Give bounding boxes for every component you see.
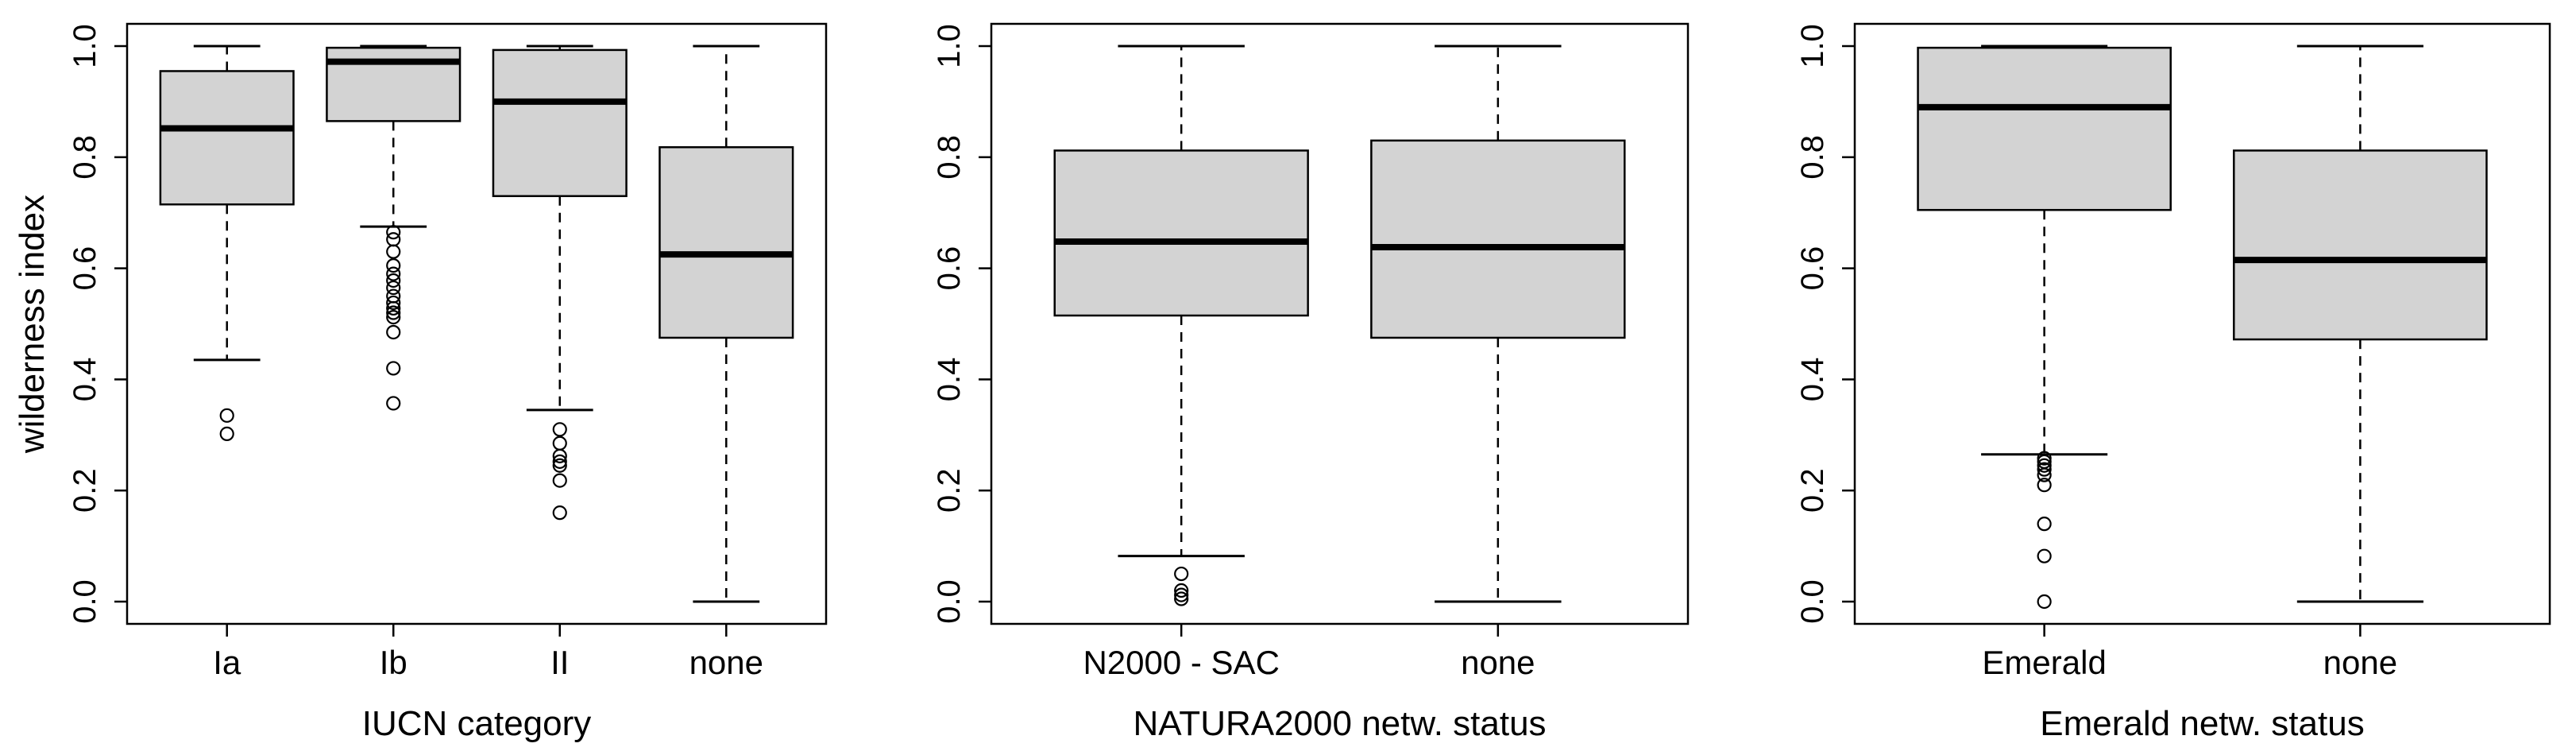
outlier-point	[552, 458, 567, 473]
y-tick-label: 1.0	[68, 24, 102, 68]
outlier-point	[2037, 467, 2052, 482]
y-tick-label: 0.6	[932, 246, 967, 291]
outlier-point	[386, 280, 401, 296]
x-axis-title: NATURA2000 netw. status	[1133, 704, 1546, 743]
y-tick-label: 0.0	[68, 579, 102, 624]
y-tick-label: 0.4	[68, 358, 102, 402]
outlier-point	[552, 454, 567, 469]
chart-panel-3: 0.0 0.2 0.4 0.6 0.8 1.0 Emerald none Emerald net…	[1795, 22, 2551, 743]
outlier-point	[386, 324, 401, 340]
box	[1917, 46, 2172, 211]
y-tick-label: 0.6	[68, 246, 102, 291]
x-tick-label: none	[689, 644, 763, 681]
y-tick-label: 1.0	[1795, 24, 1830, 68]
outlier-point	[2037, 478, 2052, 493]
outlier-point	[386, 225, 401, 240]
chart-panel-2: 0.0 0.2 0.4 0.6 0.8 1.0 N2000 - SAC none NATURA2…	[932, 22, 1690, 743]
plot-frame	[990, 22, 1690, 625]
outlier-point	[386, 305, 401, 320]
outlier-point	[552, 473, 567, 488]
y-tick-label: 0.0	[1795, 579, 1830, 624]
outlier-point	[2037, 594, 2052, 610]
outlier-point	[386, 396, 401, 411]
box	[658, 145, 794, 339]
chart-panel-1: 0.0 0.2 0.4 0.6 0.8 1.0 Ia Ib II none IUCN categor…	[13, 22, 828, 743]
box	[159, 70, 295, 206]
y-tick-label: 0.2	[932, 468, 967, 513]
x-tick-label: II	[550, 644, 569, 681]
x-tick-label: Ia	[213, 644, 241, 681]
y-tick-label: 1.0	[932, 24, 967, 68]
y-tick-label: 0.8	[68, 135, 102, 180]
outlier-point	[1174, 566, 1189, 582]
outlier-point	[386, 361, 401, 376]
outlier-point	[2037, 548, 2052, 563]
y-axis-title: wilderness index	[13, 195, 52, 454]
y-tick-label: 0.6	[1795, 246, 1830, 291]
outlier-point	[386, 300, 401, 316]
outlier-point	[552, 505, 567, 521]
x-tick-label: none	[2323, 644, 2397, 681]
box	[2233, 149, 2488, 341]
box	[1053, 149, 1309, 317]
y-tick-label: 0.0	[932, 579, 967, 624]
outlier-point	[1174, 583, 1189, 598]
outlier-point	[552, 436, 567, 451]
outlier-point	[2037, 462, 2052, 477]
x-tick-label: none	[1461, 644, 1535, 681]
outlier-point	[386, 273, 401, 288]
plot-frame	[1853, 22, 2551, 625]
box	[1370, 139, 1626, 339]
outlier-point	[219, 408, 234, 423]
outlier-point	[386, 258, 401, 273]
outlier-point	[552, 448, 567, 463]
outlier-point	[1174, 591, 1189, 606]
outlier-point	[386, 244, 401, 259]
outlier-point	[219, 426, 234, 442]
y-tick-label: 0.8	[1795, 135, 1830, 180]
y-tick-label: 0.2	[68, 468, 102, 513]
y-tick-label: 0.8	[932, 135, 967, 180]
outlier-point	[1174, 587, 1189, 602]
outlier-point	[2037, 517, 2052, 532]
x-tick-label: Emerald	[1982, 644, 2106, 681]
box	[492, 48, 628, 197]
x-axis-title: IUCN category	[362, 704, 592, 743]
outlier-point	[386, 266, 401, 281]
outlier-point	[386, 295, 401, 311]
outlier-point	[552, 422, 567, 437]
outlier-point	[2037, 458, 2052, 473]
y-tick-label: 0.4	[932, 358, 967, 402]
x-tick-label: N2000 - SAC	[1083, 644, 1279, 681]
y-tick-label: 0.4	[1795, 358, 1830, 402]
plot-frame	[126, 22, 828, 625]
y-tick-label: 0.2	[1795, 468, 1830, 513]
x-tick-label: Ib	[380, 644, 407, 681]
outlier-point	[386, 310, 401, 325]
x-axis-title: Emerald netw. status	[2040, 704, 2364, 743]
